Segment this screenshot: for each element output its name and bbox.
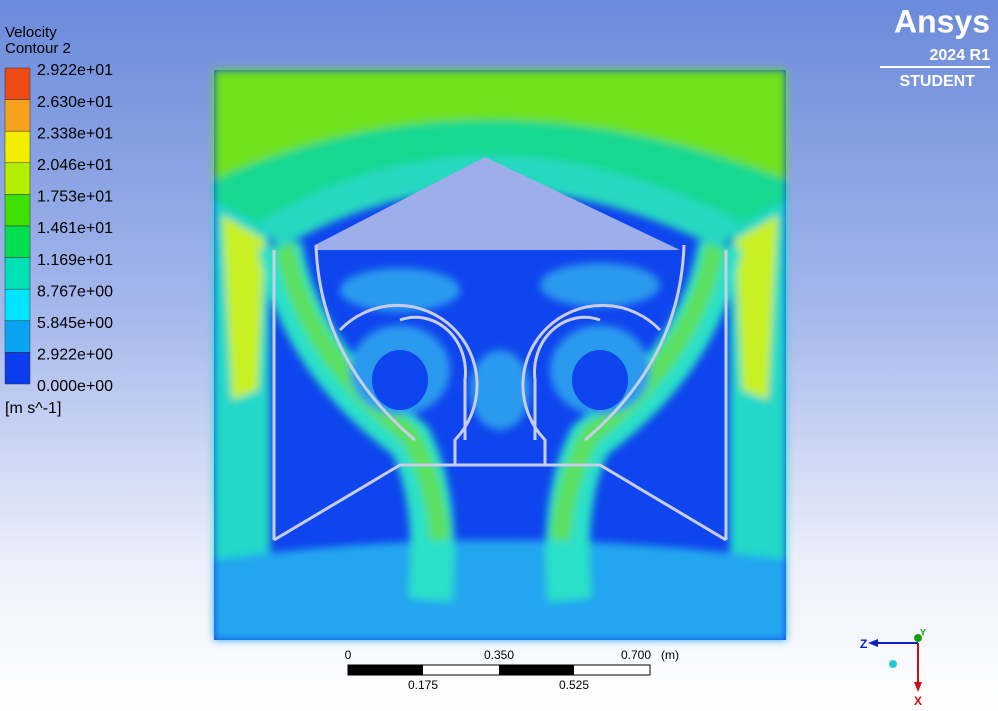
logo-version: 2024 R1 <box>930 47 991 64</box>
color-band <box>4 99 31 132</box>
scale-label: 0.525 <box>559 678 589 692</box>
scale-label: 0.175 <box>408 678 438 692</box>
color-band <box>4 352 31 385</box>
logo-brand: Ansys <box>894 3 990 39</box>
legend-label: 2.046e+01 <box>37 157 113 174</box>
legend-label: 2.630e+01 <box>37 94 113 111</box>
logo-edition: STUDENT <box>899 73 975 90</box>
color-band <box>4 130 31 164</box>
scale-label: 0 <box>345 648 352 662</box>
scale-label: 0.700 <box>621 648 651 662</box>
color-band <box>4 320 31 353</box>
axis-label: X <box>914 694 922 708</box>
contour-plot <box>214 70 786 640</box>
legend-label: 1.753e+01 <box>37 189 113 206</box>
legend-label: 8.767e+00 <box>37 283 113 300</box>
legend-title: Velocity <box>5 24 57 41</box>
legend-label: 0.000e+00 <box>37 378 113 395</box>
scale-label: 0.350 <box>484 648 514 662</box>
color-band <box>4 225 31 258</box>
legend-label: 2.922e+01 <box>37 62 113 79</box>
axis-label: Y <box>920 627 926 637</box>
color-bar <box>4 67 31 385</box>
scale-unit: (m) <box>661 648 679 662</box>
scale-bar <box>347 664 651 676</box>
legend-label: 2.922e+00 <box>37 347 113 364</box>
legend-label: 2.338e+01 <box>37 125 113 142</box>
color-band <box>4 162 31 195</box>
color-band <box>4 257 31 290</box>
axis-triad <box>868 634 922 692</box>
legend-unit: [m s^-1] <box>5 400 61 417</box>
legend-labels: 2.922e+01 2.630e+01 2.338e+01 2.046e+01 1.75… <box>37 62 113 395</box>
color-band <box>4 194 31 227</box>
color-band <box>4 288 31 322</box>
legend-label: 5.845e+00 <box>37 315 113 332</box>
legend-label: 1.169e+01 <box>37 252 113 269</box>
axis-label: Z <box>860 637 867 651</box>
legend-label: 1.461e+01 <box>37 220 113 237</box>
legend-subtitle: Contour 2 <box>5 40 71 57</box>
color-band <box>4 67 31 100</box>
